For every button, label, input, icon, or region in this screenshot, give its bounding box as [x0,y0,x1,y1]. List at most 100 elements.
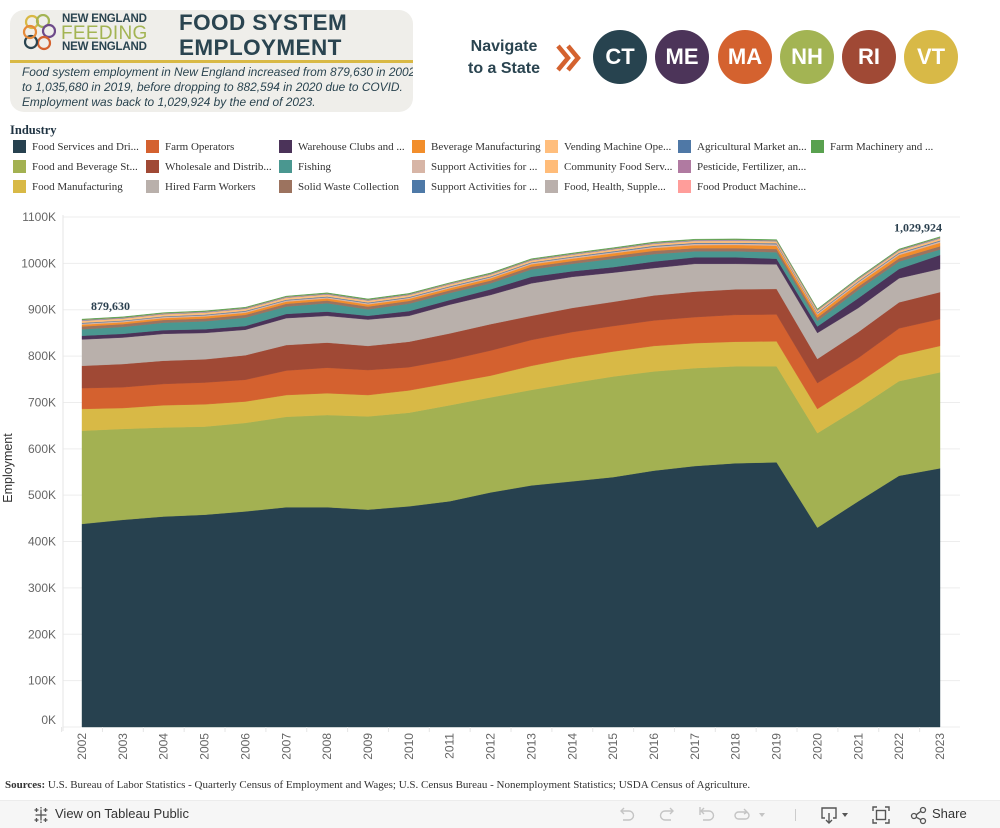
refresh-dropdown-icon[interactable] [733,805,769,825]
legend-swatch [678,140,691,153]
tableau-toolbar: View on Tableau Public Sh [0,800,1000,828]
legend-swatch [545,180,558,193]
share-label: Share [932,806,967,821]
total-annotation: 1,029,924 [894,221,942,235]
legend-swatch [146,140,159,153]
x-tick-label: 2021 [851,733,865,760]
double-chevron-right-icon [556,44,581,72]
title-line-1: FOOD SYSTEM [179,10,348,35]
y-tick-label: 300K [28,581,56,595]
sources-text: U.S. Bureau of Labor Statistics - Quarte… [47,779,751,791]
x-tick-label: 2023 [933,733,947,760]
y-tick-label: 0K [41,713,56,727]
sources-note: Sources: U.S. Bureau of Labor Statistics… [5,779,750,791]
legend-label: Community Food Serv... [564,161,673,173]
legend-swatch [279,160,292,173]
legend-label: Support Activities for ... [431,181,538,193]
legend-label: Solid Waste Collection [298,181,399,193]
area-series [81,236,941,728]
x-tick-label: 2015 [606,733,620,760]
legend-label: Food Manufacturing [32,181,123,193]
toolbar-separator [795,809,796,821]
navigate-label-line-1: Navigate [470,38,538,55]
legend-label: Warehouse Clubs and ... [298,141,405,153]
legend-swatch [279,180,292,193]
x-tick-label: 2017 [688,733,702,760]
legend-title: Industry [10,123,57,137]
x-tick-label: 2003 [116,733,130,760]
y-tick-label: 600K [28,442,56,456]
legend-swatch [146,160,159,173]
x-tick-label: 2011 [443,733,457,759]
share-icon [910,806,927,825]
fullscreen-icon[interactable] [872,805,890,825]
view-on-tableau-public-label: View on Tableau Public [55,806,189,821]
x-tick-label: 2008 [320,733,334,760]
legend-label: Hired Farm Workers [165,181,256,193]
title-divider [10,60,413,63]
x-tick-label: 2002 [75,733,89,760]
y-tick-label: 400K [28,535,56,549]
revert-icon[interactable] [698,805,716,825]
download-dropdown-icon[interactable] [819,805,853,825]
x-tick-label: 2016 [647,733,661,760]
x-tick-label: 2018 [729,733,743,760]
legend-swatch [146,180,159,193]
logo-line-1: NEW ENGLAND [62,13,147,25]
x-tick-label: 2014 [565,733,579,760]
legend-label: Beverage Manufacturing [431,141,541,153]
legend-swatch [279,140,292,153]
undo-icon[interactable] [618,805,636,825]
legend-swatch [545,160,558,173]
x-tick-label: 2020 [810,733,824,760]
tableau-logo-icon [34,807,48,823]
legend-swatch [545,140,558,153]
description-line: Employment was back to 1,029,924 by the … [22,95,316,109]
legend-label: Agricultural Market an... [697,141,807,153]
legend-swatch [412,180,425,193]
state-button-ct[interactable]: CT [593,30,647,84]
stacked-area-chart: 0K 100K 200K 300K 400K 500K 600K 700K 800K 900K 10… [1,210,960,760]
logo-line-2: FEEDING [61,22,148,44]
legend-label: Farm Machinery and ... [830,141,934,153]
state-button-ma[interactable]: MA [718,30,772,84]
y-tick-label: 700K [28,395,56,409]
legend-label: Food Services and Dri... [32,141,139,153]
state-button-ri[interactable]: RI [842,30,896,84]
x-tick-label: 2007 [279,733,293,760]
legend-swatch [412,140,425,153]
legend-label: Vending Machine Ope... [564,141,672,153]
x-tick-label: 2005 [198,733,212,760]
summary-description: Food system employment in New England in… [22,65,413,110]
legend-label: Food and Beverage St... [32,161,138,173]
y-tick-label: 500K [28,488,56,502]
area-series-19[interactable] [81,236,941,321]
y-tick-label: 200K [28,627,56,641]
x-tick-label: 2004 [157,733,171,760]
x-tick-label: 2010 [402,733,416,760]
state-button-nh[interactable]: NH [780,30,834,84]
redo-icon[interactable] [658,805,676,825]
navigate-label: Navigate to a State [462,36,546,80]
legend-swatch [811,140,824,153]
x-tick-label: 2013 [524,733,538,760]
state-button-vt[interactable]: VT [904,30,958,84]
y-axis-title: Employment [1,433,15,503]
navigate-label-line-2: to a State [467,60,540,77]
legend-swatch [13,160,26,173]
annotations: 879,630 1,029,924 [91,221,942,313]
legend-swatch [13,180,26,193]
x-tick-label: 2009 [361,733,375,760]
y-tick-label: 800K [28,349,56,363]
legend-label: Food Product Machine... [697,181,807,193]
x-tick-label: 2022 [892,733,906,760]
y-tick-label: 1100K [22,210,56,224]
legend-swatch [412,160,425,173]
x-tick-label: 2012 [484,733,498,760]
state-button-me[interactable]: ME [655,30,709,84]
sources-label: Sources: [5,779,46,791]
legend-label: Support Activities for ... [431,161,538,173]
logo-wordmark: NEW ENGLAND FEEDING NEW ENGLAND [61,13,148,53]
title-line-2: EMPLOYMENT [179,35,342,60]
share-button[interactable]: Share [910,805,970,825]
